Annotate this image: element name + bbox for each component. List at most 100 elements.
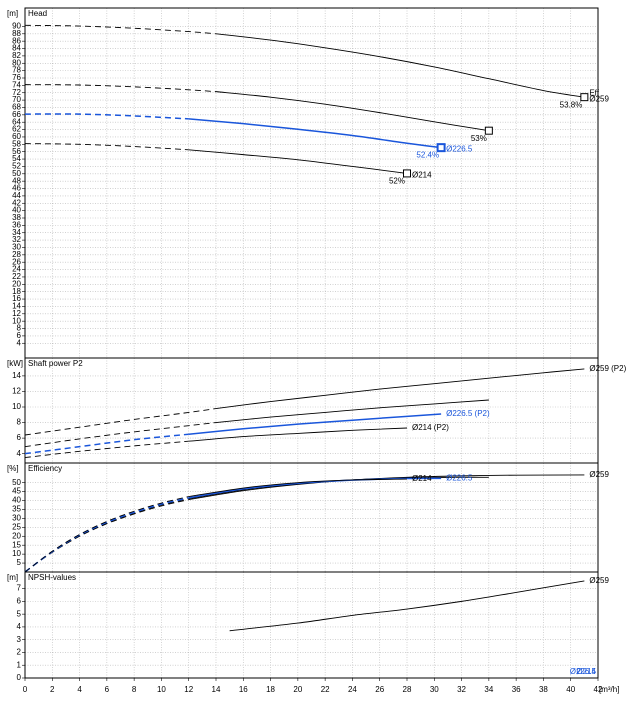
y-tick-label: 90 <box>12 22 21 31</box>
y-tick-label: 50 <box>12 478 21 487</box>
y-tick-label: 66 <box>12 110 21 119</box>
curve-extrapolated <box>24 113 189 120</box>
y-tick-label: 78 <box>12 66 21 75</box>
curve <box>215 399 489 424</box>
curve-extrapolated <box>24 24 217 35</box>
y-tick-label: 44 <box>12 191 21 200</box>
y-tick-label: 5 <box>17 558 22 567</box>
series-label: Ø214 (P2) <box>412 423 449 432</box>
x-tick-label: 30 <box>430 685 439 694</box>
curve <box>215 33 585 98</box>
y-tick-label: 52 <box>12 162 21 171</box>
curve <box>215 91 489 132</box>
y-tick-label: 84 <box>12 44 21 53</box>
y-unit: [kW] <box>7 359 23 368</box>
panel-title: NPSH-values <box>28 573 76 582</box>
curve <box>188 118 442 149</box>
y-tick-label: 4 <box>17 622 22 631</box>
series-label: Ø259 <box>589 576 609 585</box>
series-label: Ø259 (P2) <box>589 364 626 373</box>
series-label: Ø259 <box>589 94 609 103</box>
panel-border <box>24 462 599 573</box>
y-tick-label: 58 <box>12 139 21 148</box>
y-tick-label: 74 <box>12 80 21 89</box>
y-tick-label: 10 <box>12 316 21 325</box>
y-tick-label: 14 <box>12 371 21 380</box>
x-tick-label: 40 <box>566 685 575 694</box>
x-unit: [m³/h] <box>599 685 619 694</box>
y-tick-label: 18 <box>12 287 21 296</box>
x-tick-label: 42 <box>594 685 603 694</box>
x-tick-label: 4 <box>77 685 82 694</box>
panel-border <box>24 571 599 679</box>
y-tick-label: 5 <box>17 609 22 618</box>
duty-point <box>580 93 589 102</box>
y-tick-label: 20 <box>12 531 21 540</box>
note: Ø226.5 <box>570 667 597 676</box>
y-tick-label: 32 <box>12 235 21 244</box>
curve-extrapolated <box>24 433 189 455</box>
y-tick-label: 34 <box>12 228 21 237</box>
y-tick-label: 20 <box>12 279 21 288</box>
y-tick-label: 4 <box>17 338 22 347</box>
y-tick-label: 12 <box>12 387 21 396</box>
y-tick-label: 54 <box>12 154 21 163</box>
y-tick-label: 28 <box>12 250 21 259</box>
y-tick-label: 60 <box>12 132 21 141</box>
curve <box>229 580 585 632</box>
x-tick-label: 16 <box>239 685 248 694</box>
x-tick-label: 6 <box>105 685 110 694</box>
y-tick-label: 40 <box>12 496 21 505</box>
y-tick-label: 25 <box>12 522 21 531</box>
marker-label: Eff <box>589 88 599 97</box>
y-tick-label: 6 <box>17 596 22 605</box>
panel-title: Efficiency <box>28 464 62 473</box>
panel-border <box>24 357 599 464</box>
y-tick-label: 88 <box>12 29 21 38</box>
y-tick-label: 64 <box>12 117 21 126</box>
curve <box>188 413 442 435</box>
x-tick-label: 10 <box>157 685 166 694</box>
x-tick-label: 32 <box>457 685 466 694</box>
panel-title: Head <box>28 9 47 18</box>
y-tick-label: 6 <box>17 433 22 442</box>
y-tick-label: 10 <box>12 402 21 411</box>
y-tick-label: 15 <box>12 540 21 549</box>
x-tick-label: 18 <box>266 685 275 694</box>
curve-extrapolated <box>24 84 217 93</box>
curve-extrapolated <box>24 408 217 436</box>
y-tick-label: 30 <box>12 514 21 523</box>
efficiency-label: 53% <box>471 134 487 143</box>
x-tick-label: 22 <box>321 685 330 694</box>
series-label: Ø226.5 <box>446 473 473 482</box>
efficiency-label: 52% <box>389 177 405 186</box>
curve <box>188 477 442 499</box>
y-tick-label: 56 <box>12 147 21 156</box>
curve-extrapolated <box>24 440 189 459</box>
y-tick-label: 3 <box>17 635 22 644</box>
y-tick-label: 30 <box>12 243 21 252</box>
curve-extrapolated <box>24 496 189 573</box>
y-tick-label: 24 <box>12 265 21 274</box>
y-tick-label: 14 <box>12 302 21 311</box>
y-unit: [m] <box>7 573 18 582</box>
y-tick-label: 35 <box>12 505 21 514</box>
duty-point <box>436 143 446 153</box>
duty-point <box>484 126 493 135</box>
y-tick-label: 16 <box>12 294 21 303</box>
y-tick-label: 4 <box>17 449 22 458</box>
duty-point <box>403 169 411 178</box>
x-tick-label: 24 <box>348 685 357 694</box>
y-tick-label: 76 <box>12 73 21 82</box>
y-tick-label: 8 <box>17 324 22 333</box>
y-tick-label: 38 <box>12 213 21 222</box>
curve <box>188 478 408 498</box>
y-tick-label: 10 <box>12 549 21 558</box>
curve <box>188 149 408 174</box>
y-tick-label: 72 <box>12 88 21 97</box>
y-tick-label: 1 <box>17 660 22 669</box>
series-label: Ø214 <box>412 171 432 180</box>
y-tick-label: 7 <box>17 584 22 593</box>
y-tick-label: 36 <box>12 220 21 229</box>
